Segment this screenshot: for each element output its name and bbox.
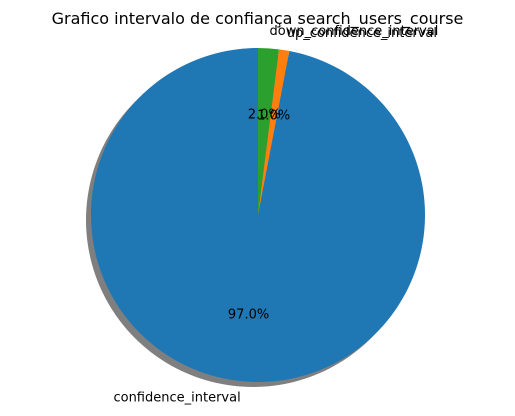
- chart-title: Grafico intervalo de confiança search_us…: [52, 9, 464, 29]
- pie-slice-up-confidence-interval: [258, 49, 290, 215]
- pie-slice-down-confidence-interval: [258, 48, 279, 215]
- pie-slice-confidence-interval: [91, 48, 426, 383]
- slice-percent-confidence-interval: 97.0%: [228, 307, 269, 322]
- slice-label-confidence-interval: confidence_interval: [113, 390, 240, 405]
- slice-percent-up-confidence-interval: 1.0%: [257, 109, 290, 124]
- slice-percent-down-confidence-interval: 2.0%: [248, 107, 281, 122]
- pie-labels: confidence_interval 97.0% up_confidence_in…: [113, 24, 438, 405]
- slice-label-up-confidence-interval: up_confidence_interval: [287, 26, 437, 41]
- pie-slices: [91, 48, 426, 383]
- slice-label-down-confidence-interval: down_confidence_interval: [270, 24, 439, 39]
